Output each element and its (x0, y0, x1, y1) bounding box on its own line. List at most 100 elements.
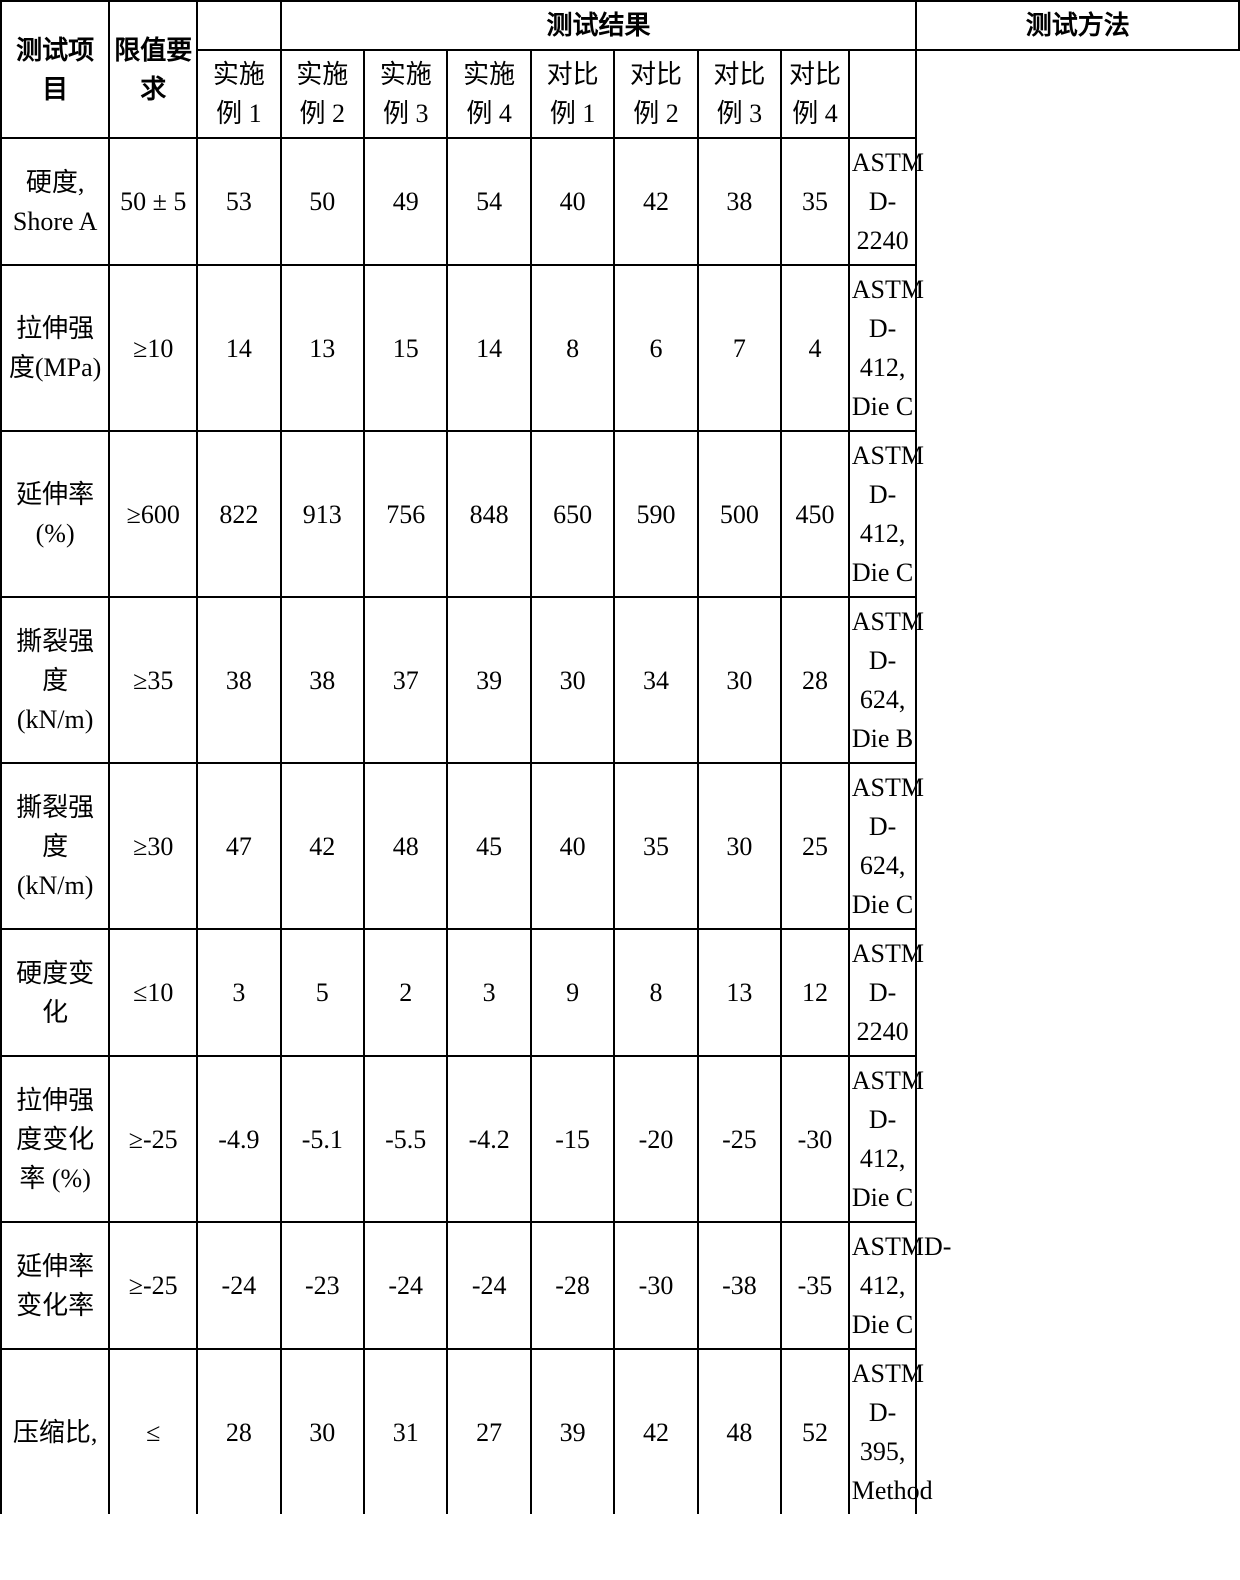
cell-requirement: ≤ (109, 1349, 197, 1514)
cell-value: 52 (781, 1349, 849, 1514)
cell-requirement: ≥35 (109, 597, 197, 763)
cell-item: 撕裂强度(kN/m) (1, 597, 109, 763)
header-results: 测试结果 (281, 1, 917, 50)
cell-value: 37 (364, 597, 447, 763)
cell-method: ASTM D-395, Method (849, 1349, 917, 1514)
cell-value: 40 (531, 138, 614, 265)
table-row: 硬度, Shore A50 ± 55350495440423835ASTM D-… (1, 138, 1239, 265)
cell-value: 15 (364, 265, 447, 431)
cell-value: -24 (447, 1222, 530, 1349)
subheader-method-blank (849, 50, 917, 138)
cell-item: 硬度, Shore A (1, 138, 109, 265)
cell-value: 13 (698, 929, 781, 1056)
cell-value: -35 (781, 1222, 849, 1349)
cell-item: 延伸率(%) (1, 431, 109, 597)
cell-value: 35 (781, 138, 849, 265)
cell-value: 28 (197, 1349, 280, 1514)
cell-requirement: ≥-25 (109, 1056, 197, 1222)
cell-value: 54 (447, 138, 530, 265)
table-row: 硬度变化≤103523981312ASTM D-2240 (1, 929, 1239, 1056)
cell-value: 48 (698, 1349, 781, 1514)
header-method: 测试方法 (916, 1, 1239, 50)
header-item: 测试项目 (1, 1, 109, 138)
cell-value: -23 (281, 1222, 364, 1349)
cell-value: 53 (197, 138, 280, 265)
cell-value: 756 (364, 431, 447, 597)
cell-value: 48 (364, 763, 447, 929)
table-row: 延伸率(%)≥600822913756848650590500450ASTM D… (1, 431, 1239, 597)
cell-value: 14 (197, 265, 280, 431)
cell-value: 913 (281, 431, 364, 597)
cell-value: -30 (614, 1222, 697, 1349)
cell-requirement: ≥600 (109, 431, 197, 597)
cell-value: -25 (698, 1056, 781, 1222)
header-blank (197, 1, 280, 50)
subheader-ex4: 实施例 4 (447, 50, 530, 138)
cell-value: 39 (531, 1349, 614, 1514)
cell-value: -15 (531, 1056, 614, 1222)
cell-method: ASTM D-412, Die C (849, 1056, 917, 1222)
cell-method: ASTM D-2240 (849, 138, 917, 265)
test-results-table: 测试项目 限值要求 测试结果 测试方法 实施例 1 实施例 2 实施例 3 实施… (0, 0, 1240, 1514)
cell-value: 6 (614, 265, 697, 431)
cell-value: 30 (281, 1349, 364, 1514)
cell-value: 590 (614, 431, 697, 597)
cell-item: 撕裂强度(kN/m) (1, 763, 109, 929)
cell-value: 8 (531, 265, 614, 431)
cell-requirement: 50 ± 5 (109, 138, 197, 265)
subheader-cmp1: 对比例 1 (531, 50, 614, 138)
cell-value: 2 (364, 929, 447, 1056)
table-row: 拉伸强度变化率 (%)≥-25-4.9-5.1-5.5-4.2-15-20-25… (1, 1056, 1239, 1222)
cell-requirement: ≥-25 (109, 1222, 197, 1349)
subheader-ex3: 实施例 3 (364, 50, 447, 138)
cell-value: 7 (698, 265, 781, 431)
cell-value: 34 (614, 597, 697, 763)
cell-value: 30 (698, 763, 781, 929)
cell-value: 4 (781, 265, 849, 431)
table-row: 延伸率变化率≥-25-24-23-24-24-28-30-38-35ASTMD-… (1, 1222, 1239, 1349)
cell-requirement: ≤10 (109, 929, 197, 1056)
header-requirement: 限值要求 (109, 1, 197, 138)
cell-value: -4.2 (447, 1056, 530, 1222)
cell-value: 45 (447, 763, 530, 929)
cell-method: ASTMD-412, Die C (849, 1222, 917, 1349)
cell-value: -28 (531, 1222, 614, 1349)
cell-value: 38 (197, 597, 280, 763)
cell-value: -30 (781, 1056, 849, 1222)
cell-method: ASTM D-624, Die C (849, 763, 917, 929)
cell-value: 27 (447, 1349, 530, 1514)
cell-value: 30 (531, 597, 614, 763)
cell-value: 42 (281, 763, 364, 929)
cell-value: -24 (364, 1222, 447, 1349)
subheader-cmp4: 对比例 4 (781, 50, 849, 138)
cell-item: 拉伸强度变化率 (%) (1, 1056, 109, 1222)
table-row: 压缩比,≤2830312739424852ASTM D-395, Method (1, 1349, 1239, 1514)
cell-value: 500 (698, 431, 781, 597)
cell-value: -5.5 (364, 1056, 447, 1222)
cell-value: 47 (197, 763, 280, 929)
cell-value: 42 (614, 138, 697, 265)
cell-value: 9 (531, 929, 614, 1056)
cell-value: 25 (781, 763, 849, 929)
cell-requirement: ≥10 (109, 265, 197, 431)
cell-method: ASTM D-412, Die C (849, 265, 917, 431)
table-row: 撕裂强度(kN/m)≥353838373930343028ASTM D-624,… (1, 597, 1239, 763)
cell-value: 5 (281, 929, 364, 1056)
cell-value: -24 (197, 1222, 280, 1349)
subheader-ex1: 实施例 1 (197, 50, 280, 138)
cell-value: 8 (614, 929, 697, 1056)
cell-value: -38 (698, 1222, 781, 1349)
cell-value: 13 (281, 265, 364, 431)
cell-value: -5.1 (281, 1056, 364, 1222)
cell-value: 39 (447, 597, 530, 763)
cell-item: 拉伸强度(MPa) (1, 265, 109, 431)
cell-item: 压缩比, (1, 1349, 109, 1514)
cell-value: 40 (531, 763, 614, 929)
subheader-cmp3: 对比例 3 (698, 50, 781, 138)
table-row: 撕裂强度(kN/m)≥304742484540353025ASTM D-624,… (1, 763, 1239, 929)
cell-requirement: ≥30 (109, 763, 197, 929)
cell-value: 28 (781, 597, 849, 763)
cell-value: -4.9 (197, 1056, 280, 1222)
cell-value: -20 (614, 1056, 697, 1222)
cell-value: 650 (531, 431, 614, 597)
